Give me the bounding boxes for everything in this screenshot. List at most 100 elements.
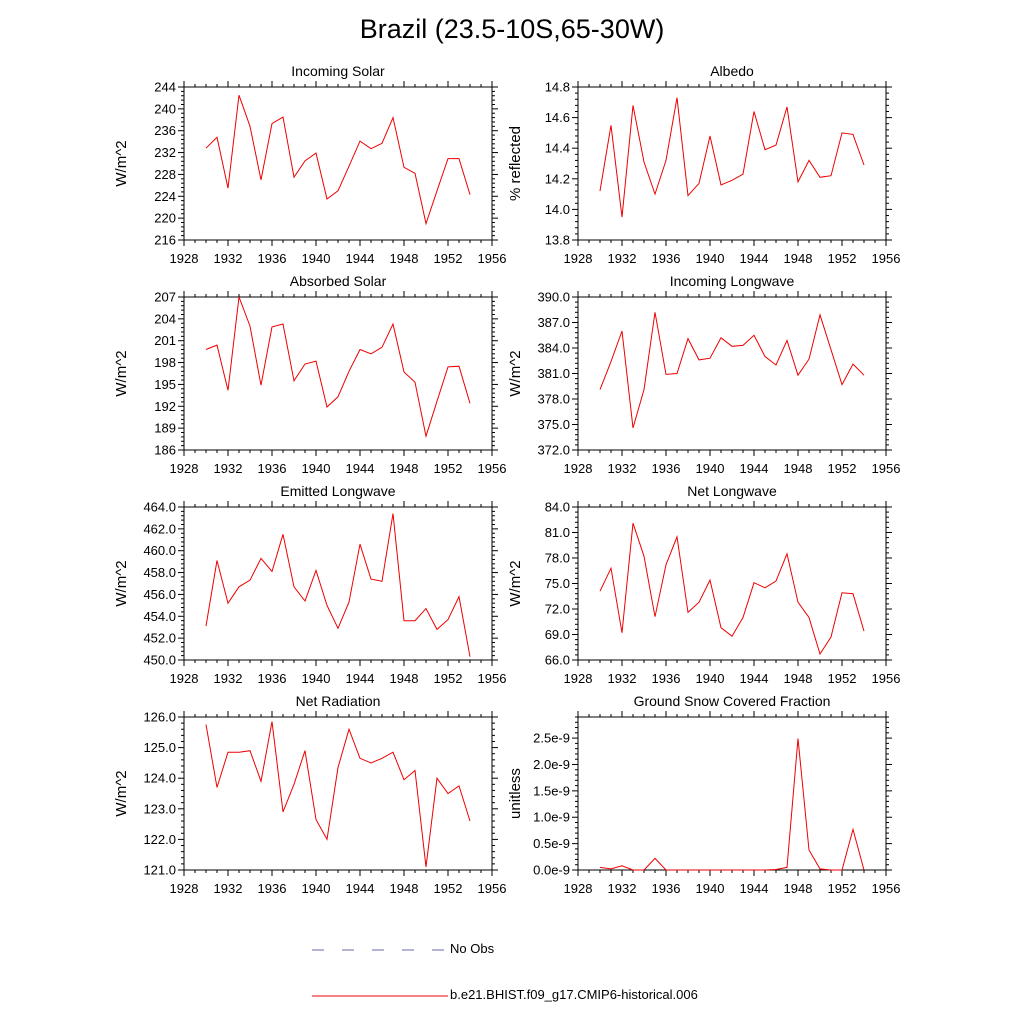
x-tick-label: 1948 [390, 461, 419, 476]
y-tick-label: 14.8 [545, 80, 570, 95]
x-tick-label: 1944 [740, 251, 769, 266]
y-tick-label: 460.0 [143, 543, 176, 558]
y-tick-label: 126.0 [143, 710, 176, 725]
y-tick-label: 201 [154, 333, 176, 348]
x-tick-label: 1936 [652, 461, 681, 476]
y-tick-label: 204 [154, 311, 176, 326]
x-tick-label: 1944 [346, 881, 375, 896]
y-tick-label: 384.0 [537, 341, 570, 356]
x-tick-label: 1952 [828, 461, 857, 476]
chart-panel-3: Absorbed Solar W/m^2 1928 1932 1936 1940 1944 1… [113, 273, 506, 476]
y-tick-label: 456.0 [143, 587, 176, 602]
x-tick-label: 1956 [872, 461, 901, 476]
chart-title: Absorbed Solar [290, 273, 387, 289]
x-tick-label: 1936 [258, 881, 287, 896]
x-tick-label: 1936 [258, 251, 287, 266]
y-tick-label: 14.4 [545, 141, 570, 156]
plot-frame [577, 506, 887, 661]
y-tick-label: 14.6 [545, 110, 570, 125]
y-tick-label: 14.0 [545, 202, 570, 217]
y-axis-label: W/m^2 [507, 350, 524, 396]
y-tick-label: 14.2 [545, 171, 570, 186]
y-tick-label: 378.0 [537, 392, 570, 407]
x-tick-label: 1948 [784, 671, 813, 686]
y-tick-label: 72.0 [545, 602, 570, 617]
y-tick-label: 462.0 [143, 521, 176, 536]
x-tick-label: 1952 [828, 251, 857, 266]
series-line [205, 95, 471, 226]
y-tick-label: 1.5e-9 [533, 783, 570, 798]
x-tick-label: 1956 [872, 881, 901, 896]
chart-title: Net Longwave [687, 483, 777, 499]
x-tick-label: 1940 [696, 671, 725, 686]
x-tick-label: 1948 [784, 251, 813, 266]
y-tick-label: 123.0 [143, 801, 176, 816]
legend-obs-label: No Obs [450, 941, 495, 956]
x-tick-label: 1948 [784, 461, 813, 476]
x-tick-label: 1936 [652, 881, 681, 896]
x-tick-label: 1952 [828, 881, 857, 896]
y-tick-label: 125.0 [143, 740, 176, 755]
y-tick-label: 2.0e-9 [533, 757, 570, 772]
x-tick-label: 1952 [434, 461, 463, 476]
x-tick-label: 1944 [740, 671, 769, 686]
x-tick-label: 1948 [390, 251, 419, 266]
y-tick-label: 186 [154, 443, 176, 458]
x-tick-label: 1932 [608, 251, 637, 266]
y-tick-label: 450.0 [143, 653, 176, 668]
chart-title: Incoming Longwave [670, 273, 795, 289]
y-tick-label: 69.0 [545, 627, 570, 642]
y-tick-label: 195 [154, 377, 176, 392]
x-tick-label: 1940 [302, 671, 331, 686]
legend-obs-line [312, 949, 448, 951]
x-tick-label: 1936 [652, 251, 681, 266]
chart-panel-2: Albedo % reflected 1928 1932 1936 1940 1944 194… [507, 63, 900, 266]
y-axis-label: W/m^2 [113, 770, 130, 816]
x-tick-label: 1932 [608, 881, 637, 896]
y-tick-label: 1.0e-9 [533, 810, 570, 825]
x-tick-label: 1956 [872, 251, 901, 266]
plot-frame [183, 716, 493, 871]
plot-frame [183, 506, 493, 661]
x-tick-label: 1932 [608, 461, 637, 476]
chart-panel-7: Net Radiation W/m^2 1928 1932 1936 1940 1944 19… [113, 693, 506, 896]
y-tick-label: 464.0 [143, 500, 176, 515]
y-tick-label: 66.0 [545, 653, 570, 668]
y-tick-label: 124.0 [143, 771, 176, 786]
y-tick-label: 236 [154, 123, 176, 138]
x-tick-label: 1940 [696, 251, 725, 266]
x-tick-label: 1944 [346, 671, 375, 686]
y-tick-label: 122.0 [143, 832, 176, 847]
plot-frame [577, 716, 887, 871]
x-tick-label: 1944 [346, 251, 375, 266]
plot-frame [577, 86, 887, 241]
y-tick-label: 381.0 [537, 366, 570, 381]
y-tick-label: 0.0e-9 [533, 863, 570, 878]
x-tick-label: 1936 [652, 671, 681, 686]
x-tick-label: 1936 [258, 671, 287, 686]
chart-title: Net Radiation [296, 693, 381, 709]
y-tick-label: 189 [154, 421, 176, 436]
series-line [205, 296, 471, 439]
x-tick-label: 1932 [214, 671, 243, 686]
x-tick-label: 1956 [478, 881, 507, 896]
legend-model-label: b.e21.BHIST.f09_g17.CMIP6-historical.006 [450, 987, 698, 1002]
x-tick-label: 1944 [740, 881, 769, 896]
x-tick-label: 1940 [696, 881, 725, 896]
x-tick-label: 1948 [784, 881, 813, 896]
x-tick-label: 1928 [170, 251, 199, 266]
x-tick-label: 1956 [478, 251, 507, 266]
x-tick-label: 1944 [346, 461, 375, 476]
y-tick-label: 240 [154, 101, 176, 116]
chart-title: Emitted Longwave [280, 483, 395, 499]
x-tick-label: 1948 [390, 881, 419, 896]
chart-panel-5: Emitted Longwave W/m^2 1928 1932 1936 1940 194… [113, 483, 506, 686]
chart-panel-4: Incoming Longwave W/m^2 1928 1932 1936 1940 19… [507, 273, 900, 476]
plot-frame [577, 296, 887, 451]
y-axis-label: W/m^2 [507, 560, 524, 606]
y-axis-label: W/m^2 [113, 350, 130, 396]
series-line [205, 513, 471, 657]
x-tick-label: 1940 [696, 461, 725, 476]
x-tick-label: 1940 [302, 251, 331, 266]
chart-title: Albedo [710, 63, 754, 79]
